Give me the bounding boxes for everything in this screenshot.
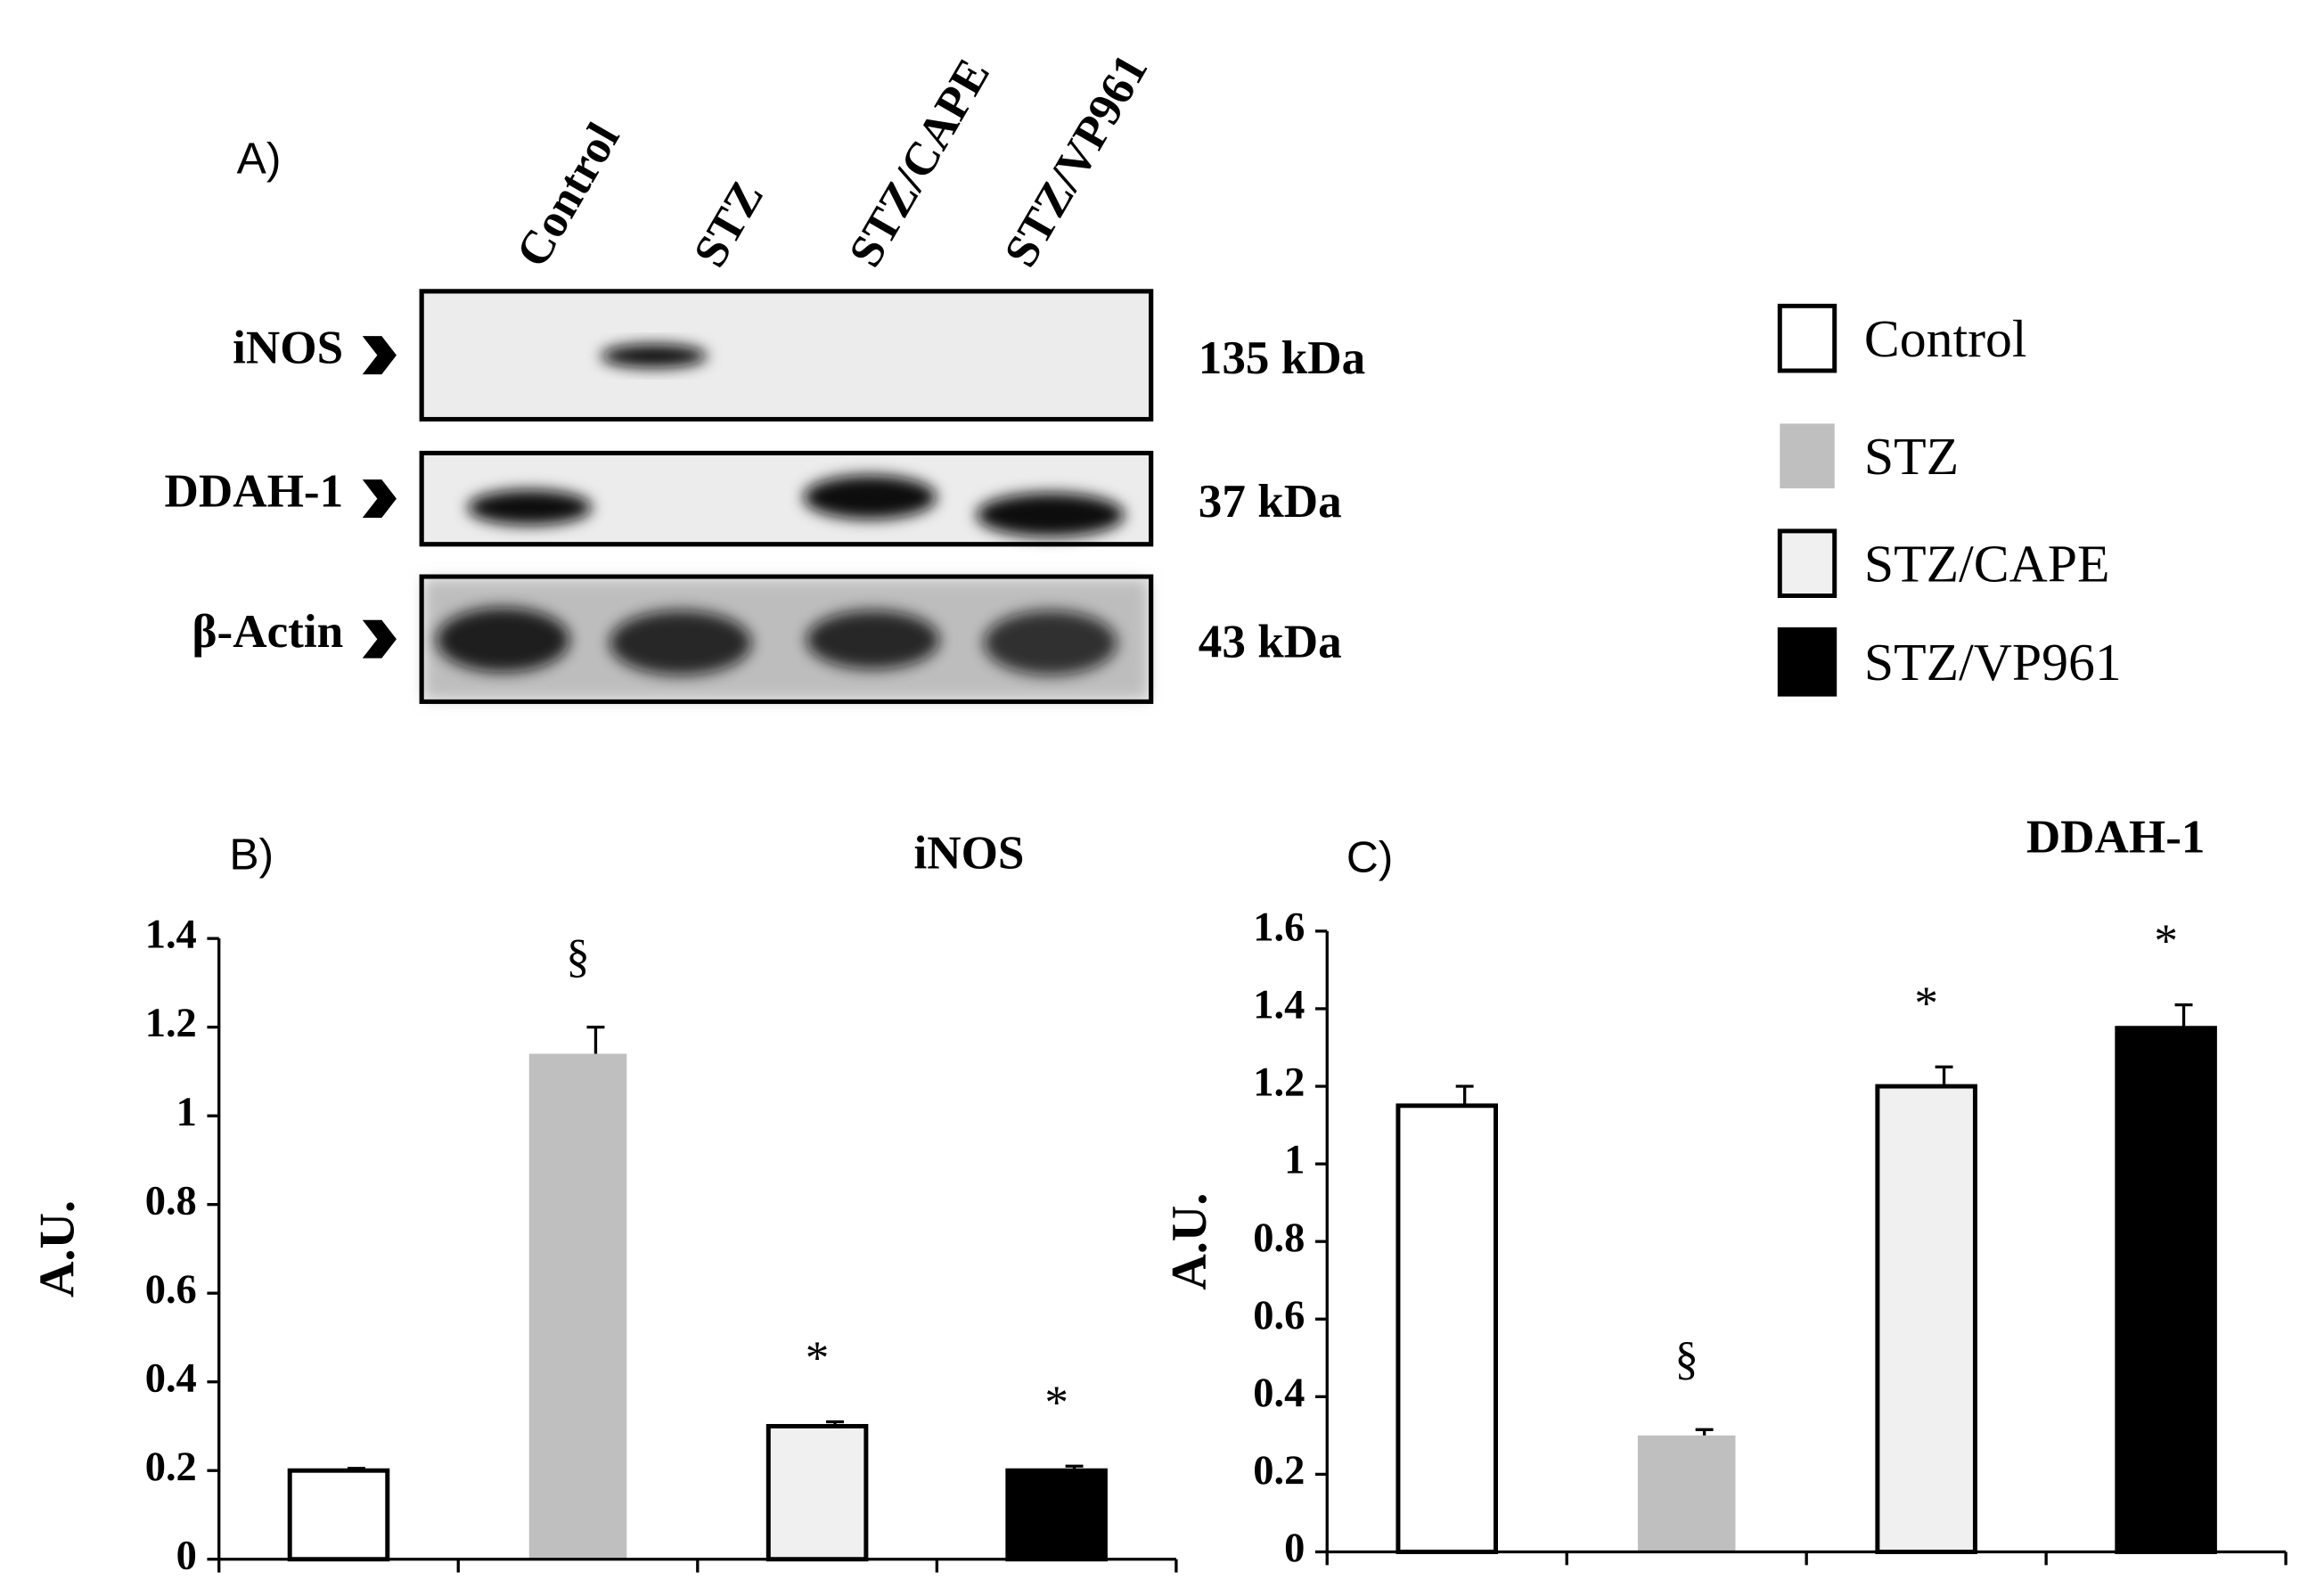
row-label: β-Actin (192, 606, 344, 658)
y-tick-label: 1.2 (1253, 1060, 1305, 1106)
legend-swatch (1777, 627, 1837, 697)
significance-mark: * (2154, 916, 2178, 968)
blot-band (436, 607, 570, 673)
legend-label: STZ (1864, 427, 1959, 486)
blot-band (467, 489, 593, 526)
bar (1005, 1468, 1108, 1562)
y-tick-label: 1 (176, 1090, 197, 1135)
blot-band (803, 475, 937, 520)
significance-mark: § (566, 931, 590, 983)
size-label: 43 kDa (1199, 617, 1342, 668)
y-tick-label: 0.2 (1253, 1448, 1305, 1494)
panel-label: C) (1346, 832, 1394, 882)
legend-label: Control (1864, 309, 2027, 368)
y-tick-label: 0.6 (1253, 1293, 1305, 1338)
size-label: 135 kDa (1199, 332, 1365, 384)
y-tick-label: 0 (1284, 1526, 1305, 1571)
panel-label: B) (229, 830, 274, 880)
blot-frame (419, 574, 1154, 704)
bar (528, 1053, 627, 1559)
row-arrow (362, 336, 397, 375)
legend-swatch (1780, 423, 1835, 489)
y-tick-label: 0.6 (145, 1267, 197, 1313)
row-arrow (362, 619, 397, 659)
bar (1637, 1435, 1736, 1552)
panel-label: A) (237, 134, 282, 184)
bar (765, 1423, 869, 1562)
row-label: iNOS (233, 323, 343, 374)
row-arrow (362, 479, 397, 519)
blot-band (806, 610, 940, 670)
significance-mark: * (1914, 978, 1938, 1029)
legend-label: STZ/CAPE (1864, 535, 2110, 593)
y-tick-label: 1.4 (1253, 983, 1305, 1028)
blot-band (610, 610, 752, 675)
size-label: 37 kDa (1199, 476, 1342, 528)
y-tick-label: 1 (1284, 1138, 1305, 1183)
significance-mark: § (1674, 1333, 1698, 1385)
legend-swatch (1777, 303, 1837, 373)
y-tick-label: 0 (176, 1533, 197, 1578)
blot-frame (419, 289, 1154, 422)
legend-label: STZ/VP961 (1864, 633, 2122, 692)
y-axis-label: A.U. (1162, 1193, 1217, 1290)
lane-label: STZ (684, 173, 774, 275)
y-tick-label: 1.6 (1253, 905, 1305, 951)
y-tick-label: 0.8 (1253, 1215, 1305, 1261)
bar (1875, 1084, 1977, 1554)
y-tick-label: 1.2 (145, 1001, 197, 1046)
row-label: DDAH-1 (165, 466, 344, 518)
blot-band (976, 492, 1125, 537)
blot-strip (419, 289, 1154, 422)
y-tick-label: 0.4 (1253, 1371, 1305, 1416)
y-tick-label: 0.8 (145, 1178, 197, 1224)
lane-label: STZ/VP961 (994, 45, 1158, 275)
blot-band (601, 344, 708, 368)
bar (1395, 1103, 1499, 1554)
legend-swatch (1777, 528, 1837, 599)
bar (2115, 1026, 2217, 1554)
y-tick-label: 0.2 (145, 1445, 197, 1490)
y-tick-label: 0.4 (145, 1355, 197, 1401)
lane-label: Control (506, 115, 629, 276)
y-tick-label: 1.4 (145, 913, 197, 958)
significance-mark: * (1044, 1377, 1068, 1428)
blot-band (984, 610, 1117, 675)
lane-label: STZ/CAPE (839, 51, 1000, 276)
bar (287, 1468, 390, 1562)
chart-title: iNOS (913, 828, 1024, 880)
chart-title: DDAH-1 (2026, 811, 2206, 863)
significance-mark: * (806, 1333, 830, 1385)
y-axis-label: A.U. (30, 1200, 86, 1297)
blot-frame (419, 450, 1154, 547)
